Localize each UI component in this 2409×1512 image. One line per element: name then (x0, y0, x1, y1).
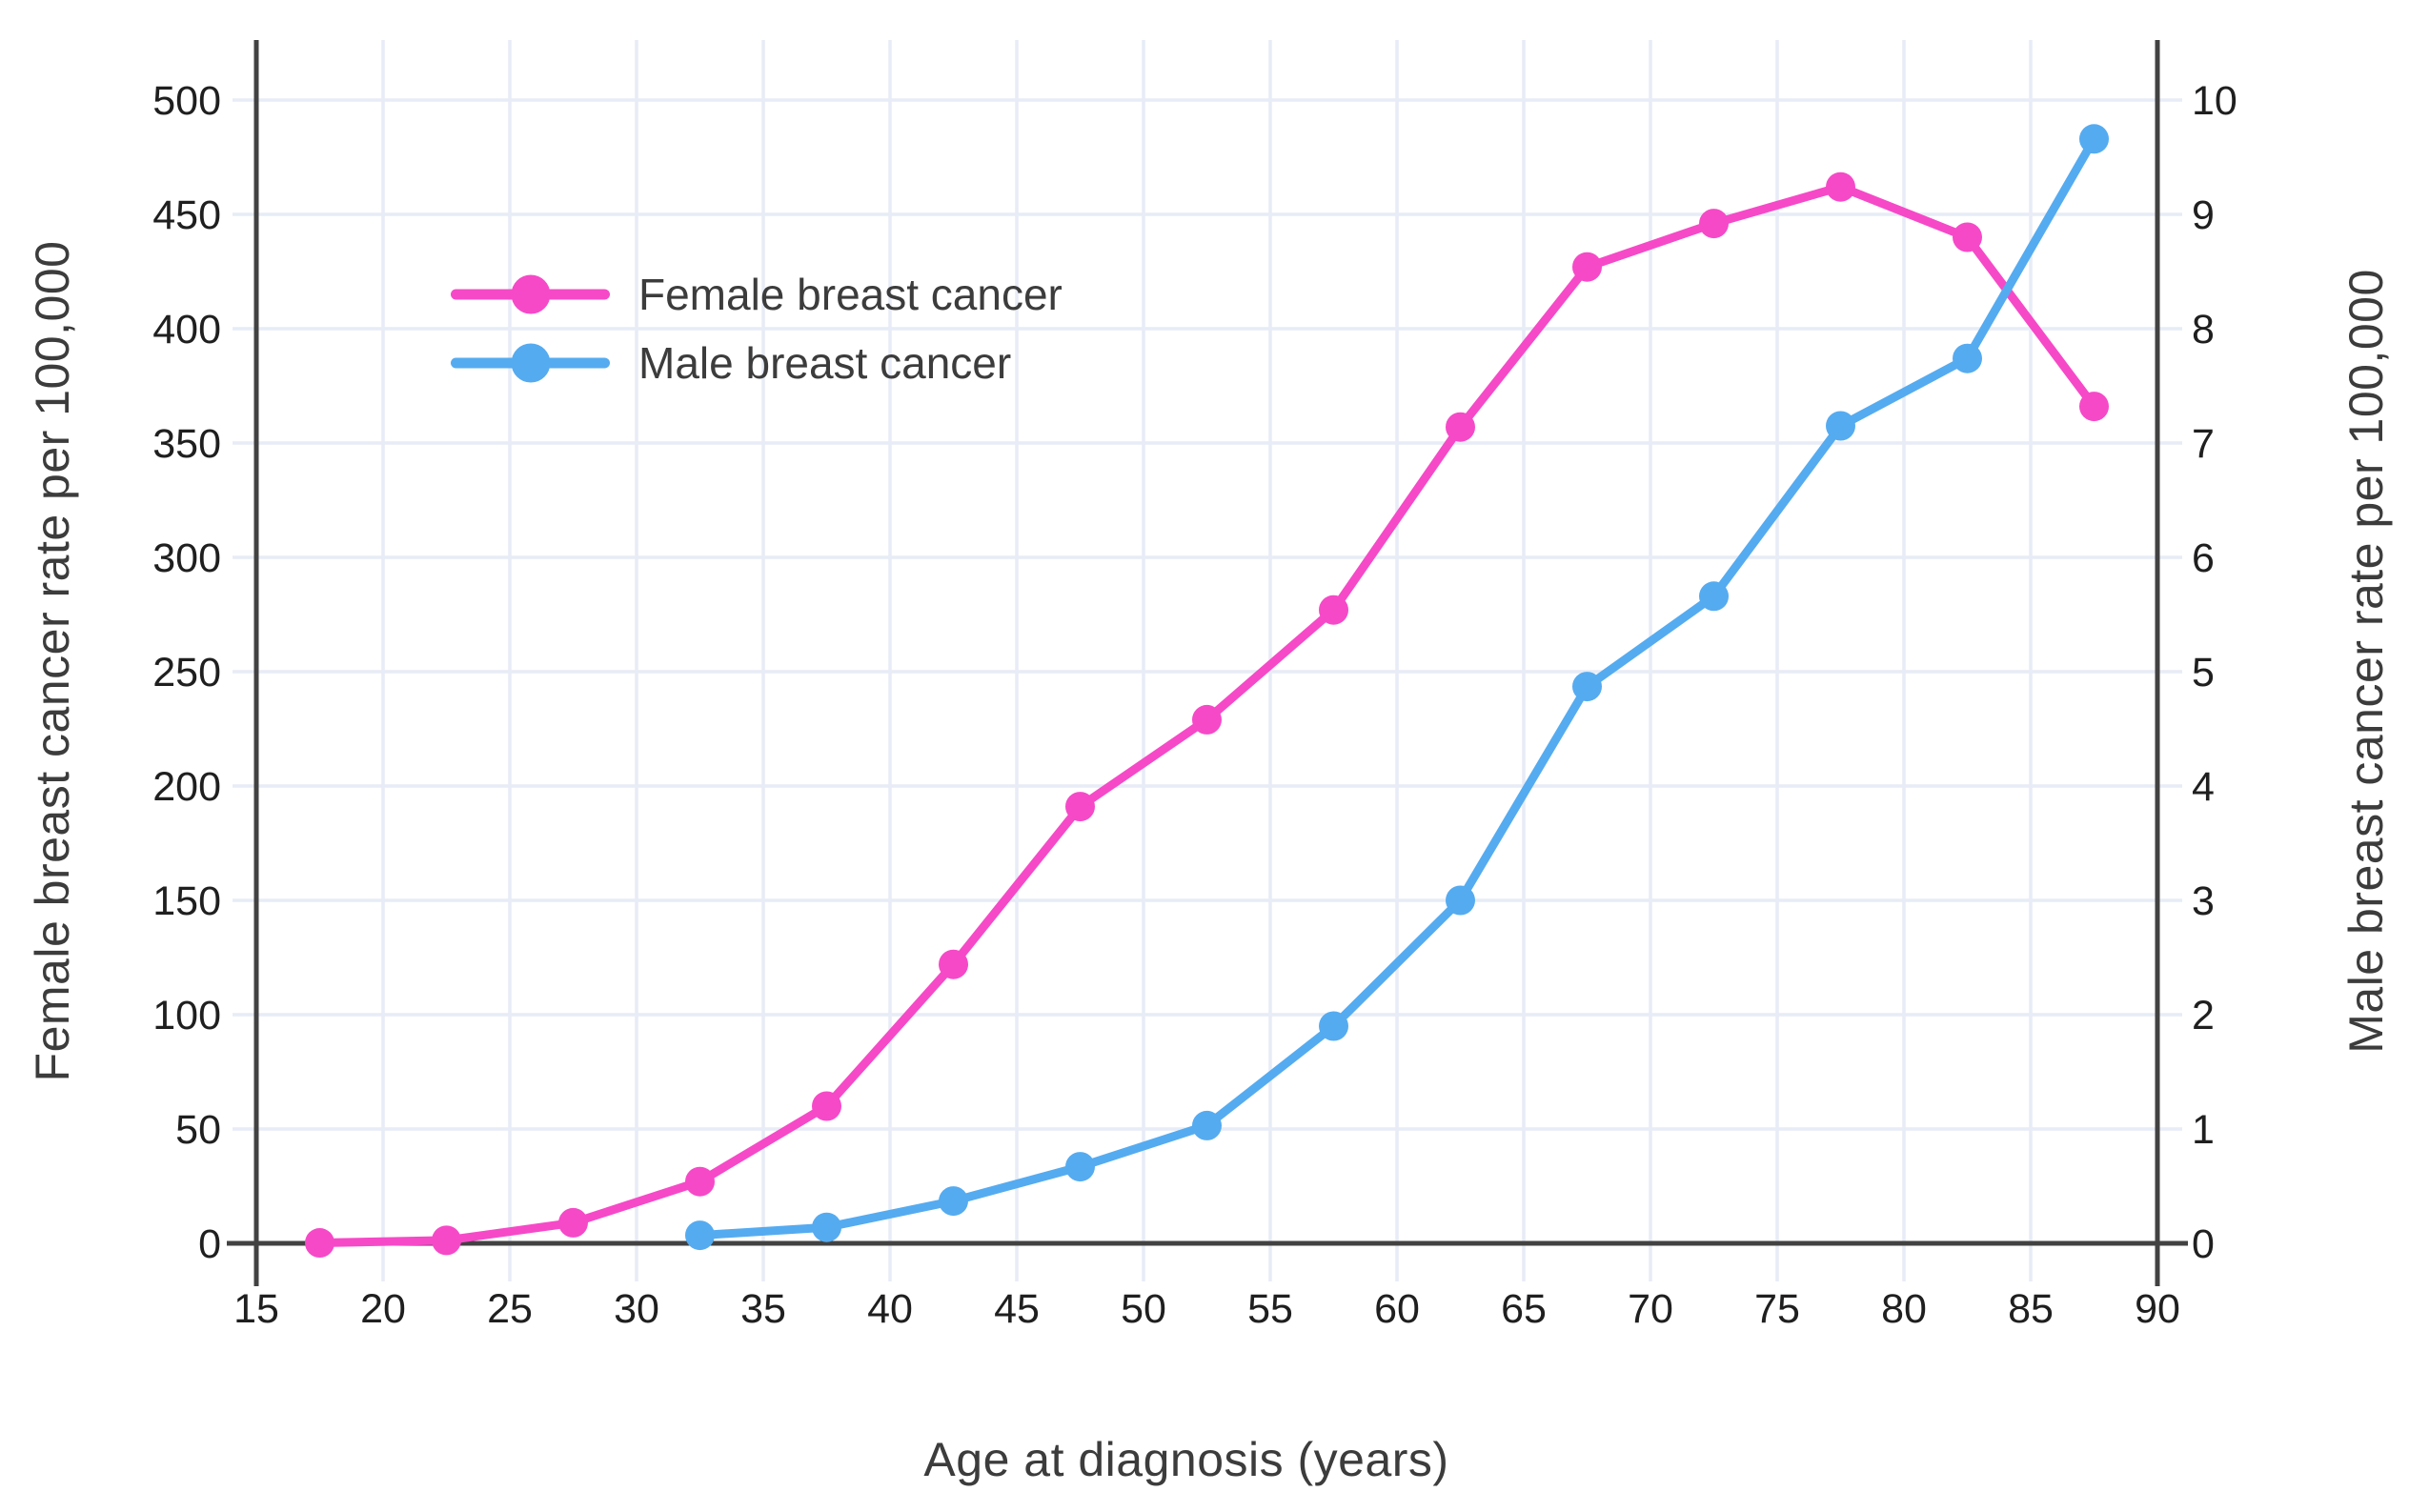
data-point (2079, 392, 2109, 422)
y-tick-label-right: 10 (2192, 78, 2237, 124)
x-tick-label: 70 (1628, 1286, 1673, 1332)
data-point (1446, 412, 1475, 442)
gridlines (233, 40, 2182, 1281)
data-point (558, 1207, 588, 1238)
y-tick-label-right: 2 (2192, 993, 2215, 1038)
data-point (1319, 595, 1348, 625)
y-tick-label-left: 50 (175, 1107, 221, 1153)
legend-item-male: Male breast cancer (451, 336, 1063, 389)
x-tick-label: 25 (487, 1286, 533, 1332)
y-tick-label-right: 8 (2192, 307, 2215, 353)
x-tick-label: 45 (994, 1286, 1040, 1332)
series-line (696, 134, 2098, 1240)
y-tick-label-right: 1 (2192, 1107, 2215, 1153)
male-line-swatch-icon (451, 343, 610, 383)
axis-spines (227, 40, 2188, 1286)
y-tick-label-left: 300 (152, 535, 221, 581)
y-tick-label-right: 7 (2192, 421, 2215, 467)
data-point (685, 1166, 715, 1197)
female-swatch-dot (511, 274, 550, 313)
y-tick-label-right: 6 (2192, 535, 2215, 581)
data-point (1192, 1110, 1222, 1140)
data-point (432, 1225, 461, 1256)
data-point (305, 1228, 334, 1259)
x-tick-label: 85 (2008, 1286, 2054, 1332)
data-point (1446, 885, 1475, 916)
data-point (1572, 252, 1602, 282)
legend-label-female: Female breast cancer (638, 269, 1063, 319)
data-point (1319, 1011, 1348, 1041)
data-point (1826, 411, 1855, 441)
male-swatch-dot (511, 343, 550, 382)
x-tick-label: 50 (1121, 1286, 1166, 1332)
data-point (939, 949, 968, 979)
data-point (2079, 124, 2109, 154)
x-tick-label: 30 (614, 1286, 659, 1332)
data-point (1953, 343, 1982, 373)
y-tick-label-right: 5 (2192, 650, 2215, 696)
data-point (1699, 209, 1729, 239)
series-male (685, 124, 2109, 1251)
data-point (1192, 704, 1222, 735)
x-tick-label: 40 (867, 1286, 913, 1332)
y-tick-label-left: 250 (152, 650, 221, 696)
y-tick-label-left: 100 (152, 993, 221, 1038)
tick-labels-left: 0 50 100 150 200 250 300 350 400 450 500 (152, 78, 221, 1267)
y-tick-label-left: 400 (152, 307, 221, 353)
tick-labels-bottom: 15 20 25 30 35 40 45 50 55 60 65 70 75 80 85 90 (233, 1286, 2180, 1332)
x-axis-title: Age at diagnosis (years) (923, 1433, 1449, 1486)
female-line-swatch-icon (451, 274, 610, 314)
y-tick-label-right: 3 (2192, 878, 2215, 924)
legend-label-male: Male breast cancer (638, 337, 1012, 388)
x-tick-label: 55 (1247, 1286, 1293, 1332)
y-tick-label-right: 0 (2192, 1221, 2215, 1267)
data-point (939, 1186, 968, 1217)
x-tick-label: 60 (1374, 1286, 1420, 1332)
data-point (1826, 171, 1855, 202)
y-tick-label-left: 0 (198, 1221, 221, 1267)
legend-item-female: Female breast cancer (451, 268, 1063, 320)
x-tick-label: 20 (360, 1286, 406, 1332)
x-tick-label: 90 (2135, 1286, 2180, 1332)
data-point (812, 1091, 841, 1121)
x-tick-label: 65 (1501, 1286, 1547, 1332)
y-tick-label-left: 350 (152, 421, 221, 467)
x-tick-label: 80 (1881, 1286, 1927, 1332)
y-tick-label-right: 4 (2192, 764, 2215, 810)
y-axis-title-left: Female breast cancer rate per 100,000 (26, 240, 79, 1082)
x-tick-label: 75 (1754, 1286, 1800, 1332)
data-point (812, 1212, 841, 1242)
y-tick-label-left: 500 (152, 78, 221, 124)
y-axis-title-right: Male breast cancer rate per 100,000 (2339, 269, 2393, 1054)
x-tick-label: 35 (740, 1286, 786, 1332)
y-tick-label-right: 9 (2192, 192, 2215, 238)
series-female (305, 171, 2109, 1259)
data-point (685, 1220, 715, 1251)
data-point (1065, 792, 1095, 822)
legend: Female breast cancer Male breast cancer (451, 268, 1063, 389)
data-point (1572, 672, 1602, 702)
y-tick-label-left: 150 (152, 878, 221, 924)
x-tick-label: 15 (233, 1286, 279, 1332)
y-tick-label-left: 450 (152, 192, 221, 238)
y-tick-label-left: 200 (152, 764, 221, 810)
tick-labels-right: 0 1 2 3 4 5 6 7 8 9 10 (2192, 78, 2237, 1267)
data-point (1953, 222, 1982, 252)
data-point (1065, 1152, 1095, 1182)
data-point (1699, 581, 1729, 612)
